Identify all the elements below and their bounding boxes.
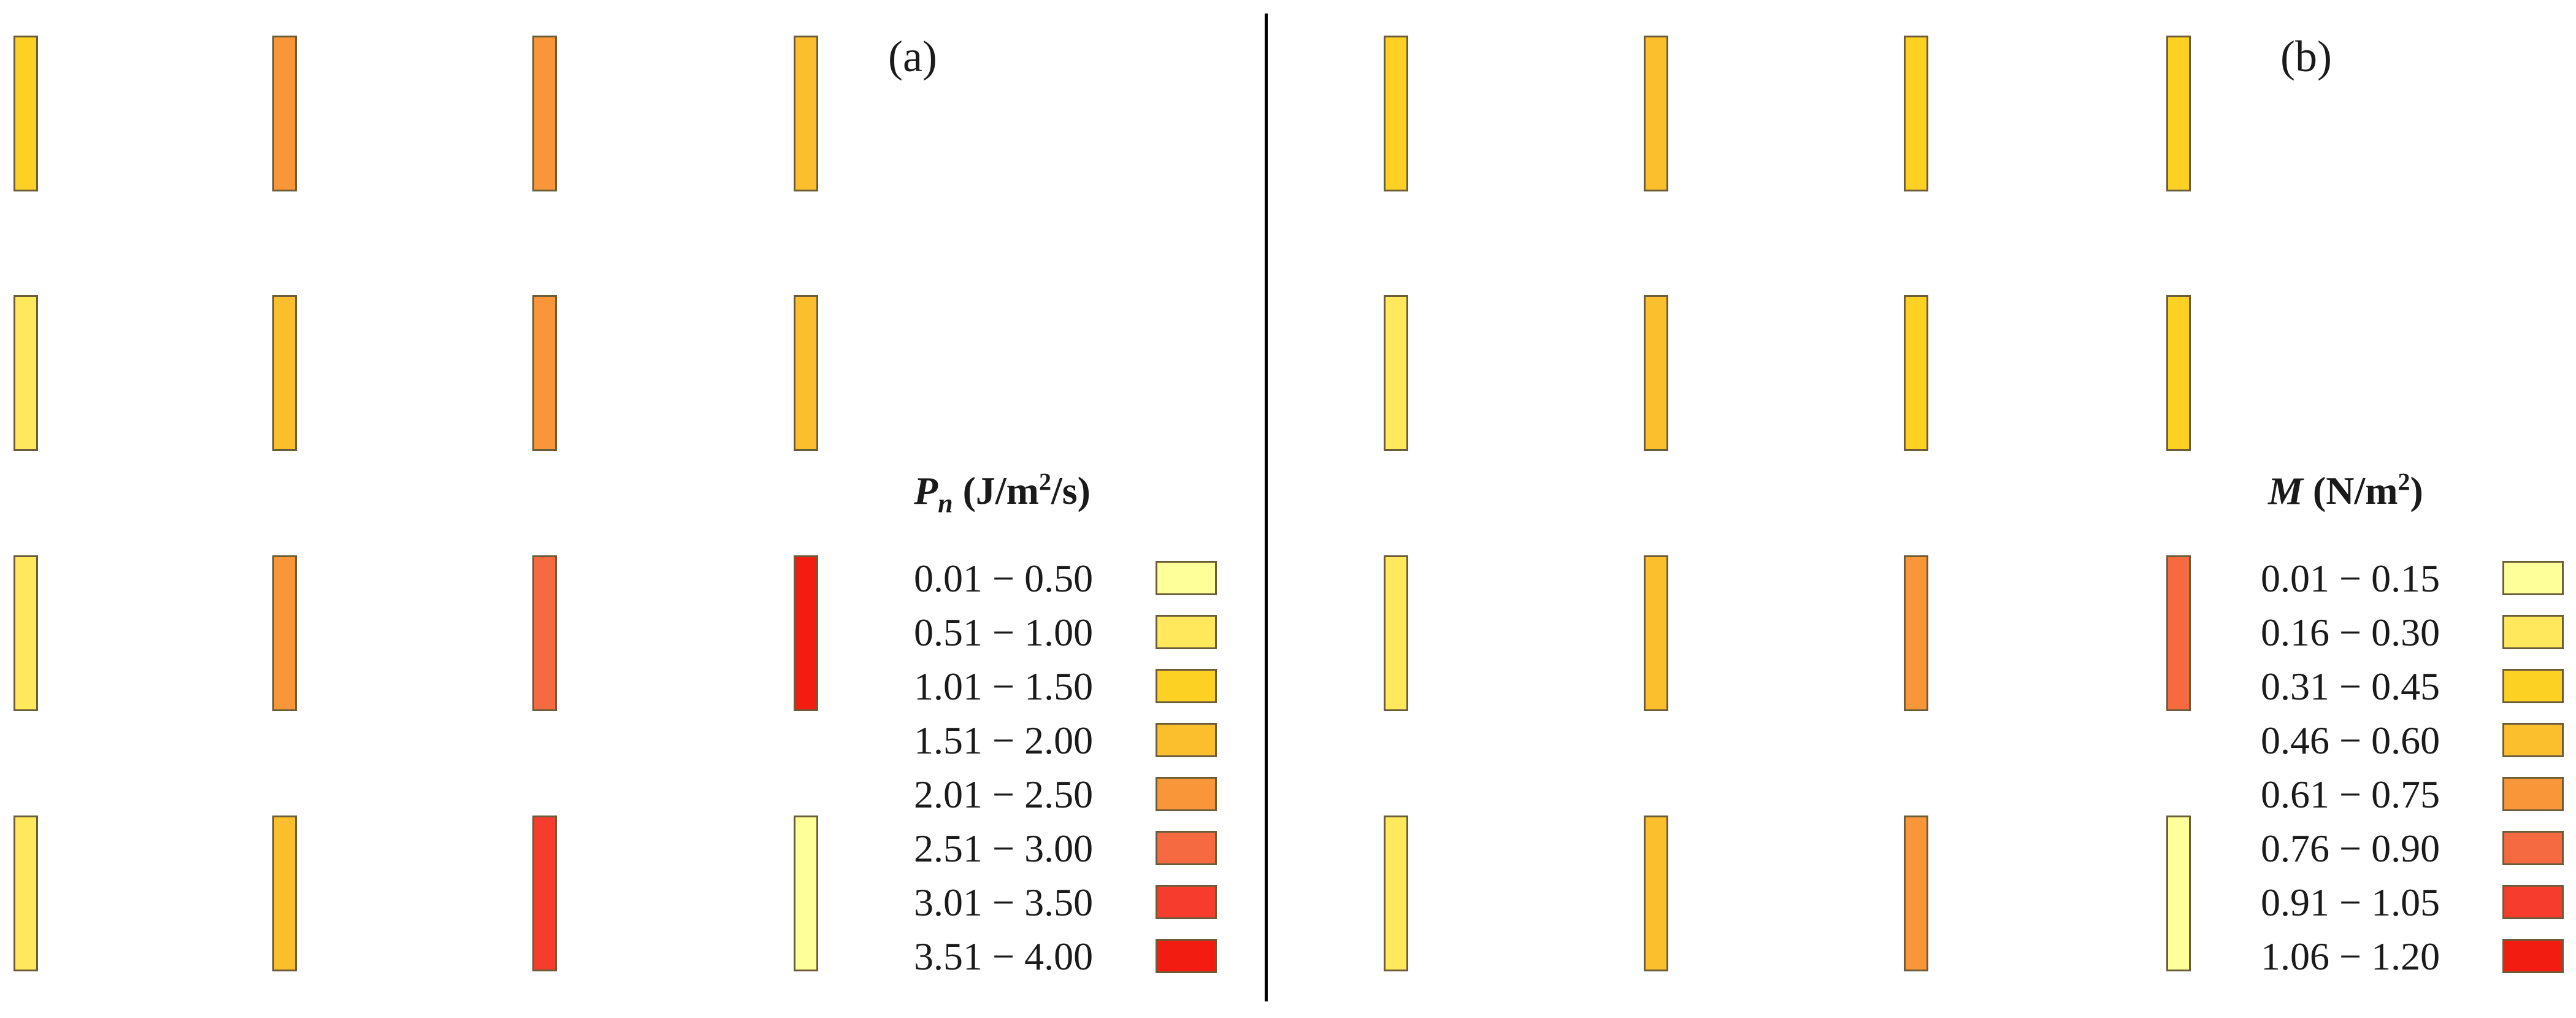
legend-item: 0.61 − 0.75 bbox=[2261, 768, 2576, 822]
legend-swatch bbox=[2502, 885, 2564, 919]
legend-swatch bbox=[1156, 561, 1217, 595]
grid-cell bbox=[794, 295, 818, 451]
grid-cell bbox=[1384, 295, 1408, 451]
legend-item: 0.91 − 1.05 bbox=[2261, 876, 2576, 930]
legend-item: 0.46 − 0.60 bbox=[2261, 714, 2576, 768]
grid-cell bbox=[2166, 555, 2191, 711]
grid-cell bbox=[794, 555, 818, 711]
legend-range-label: 0.46 − 0.60 bbox=[2261, 719, 2440, 762]
legend-swatch bbox=[2502, 939, 2564, 973]
legend-swatch bbox=[2502, 561, 2564, 595]
grid-cell bbox=[272, 295, 297, 451]
legend-range-label: 0.31 − 0.45 bbox=[2261, 665, 2440, 708]
grid-cell bbox=[794, 816, 818, 971]
panel-label: (a) bbox=[888, 32, 937, 81]
legend-item: 2.01 − 2.50 bbox=[914, 768, 1257, 822]
legend-unit: (N/m2) bbox=[2312, 468, 2423, 513]
grid-cell bbox=[1904, 816, 1928, 971]
grid-cell bbox=[272, 36, 297, 191]
legend-range-label: 0.16 − 0.30 bbox=[2261, 611, 2440, 654]
legend-symbol: P bbox=[914, 469, 938, 513]
legend-range-label: 0.61 − 0.75 bbox=[2261, 773, 2440, 816]
legend-swatch bbox=[1156, 939, 1217, 973]
legend-item: 0.31 − 0.45 bbox=[2261, 660, 2576, 714]
legend-item: 0.01 − 0.15 bbox=[2261, 552, 2576, 606]
legend-title: M (N/m2) bbox=[2268, 468, 2423, 519]
legend-item: 3.51 − 4.00 bbox=[914, 930, 1257, 984]
grid-cell bbox=[532, 555, 557, 711]
legend-range-label: 1.01 − 1.50 bbox=[914, 665, 1094, 708]
grid-cell bbox=[2166, 36, 2191, 191]
grid-cell bbox=[1644, 36, 1668, 191]
grid-cell bbox=[1904, 36, 1928, 191]
legend-item: 0.76 − 0.90 bbox=[2261, 822, 2576, 876]
legend-item: 1.06 − 1.20 bbox=[2261, 930, 2576, 984]
grid-cell bbox=[2166, 295, 2191, 451]
grid-cell bbox=[1384, 555, 1408, 711]
legend-range-label: 3.01 − 3.50 bbox=[914, 881, 1094, 924]
legend-unit: (J/m2/s) bbox=[962, 468, 1091, 513]
legend-swatch bbox=[2502, 669, 2564, 703]
grid-cell bbox=[532, 816, 557, 971]
legend-swatch bbox=[1156, 723, 1217, 757]
cell-grid bbox=[0, 0, 1263, 1018]
grid-cell bbox=[1904, 295, 1928, 451]
panel-a: (a) Pn (J/m2/s) 0.01 − 0.50 0.51 − 1.00 1.… bbox=[0, 0, 1263, 1018]
legend-swatch bbox=[2502, 831, 2564, 865]
panel-label: (b) bbox=[2280, 32, 2332, 81]
legend-item: 2.51 − 3.00 bbox=[914, 822, 1257, 876]
panel-divider bbox=[1265, 13, 1268, 1001]
grid-cell bbox=[13, 555, 38, 711]
legend-range-label: 0.01 − 0.50 bbox=[914, 557, 1094, 600]
legend-item: 0.16 − 0.30 bbox=[2261, 606, 2576, 660]
legend-swatch bbox=[2502, 777, 2564, 811]
grid-cell bbox=[1644, 295, 1668, 451]
legend-swatch bbox=[2502, 723, 2564, 757]
legend-item: 0.01 − 0.50 bbox=[914, 552, 1257, 606]
legend-range-label: 2.01 − 2.50 bbox=[914, 773, 1094, 816]
legend-swatch bbox=[1156, 831, 1217, 865]
legend-title: Pn (J/m2/s) bbox=[914, 468, 1091, 519]
cell-grid bbox=[1276, 0, 2576, 1018]
legend-subscript: n bbox=[938, 488, 953, 519]
grid-cell bbox=[13, 816, 38, 971]
grid-cell bbox=[13, 36, 38, 191]
grid-cell bbox=[532, 295, 557, 451]
legend-swatch bbox=[1156, 777, 1217, 811]
legend-swatch bbox=[2502, 615, 2564, 649]
panel-b: (b) M (N/m2) 0.01 − 0.15 0.16 − 0.30 0.31 … bbox=[1276, 0, 2576, 1018]
legend-item: 1.01 − 1.50 bbox=[914, 660, 1257, 714]
legend-item: 3.01 − 3.50 bbox=[914, 876, 1257, 930]
legend-item: 0.51 − 1.00 bbox=[914, 606, 1257, 660]
grid-cell bbox=[2166, 816, 2191, 971]
grid-cell bbox=[1644, 555, 1668, 711]
legend-range-label: 0.51 − 1.00 bbox=[914, 611, 1094, 654]
legend-item: 1.51 − 2.00 bbox=[914, 714, 1257, 768]
legend-swatch bbox=[1156, 669, 1217, 703]
grid-cell bbox=[272, 816, 297, 971]
legend-range-label: 0.01 − 0.15 bbox=[2261, 557, 2440, 600]
legend-range-label: 0.76 − 0.90 bbox=[2261, 827, 2440, 870]
grid-cell bbox=[272, 555, 297, 711]
grid-cell bbox=[794, 36, 818, 191]
legend-swatch bbox=[1156, 615, 1217, 649]
grid-cell bbox=[532, 36, 557, 191]
grid-cell bbox=[1644, 816, 1668, 971]
legend-range-label: 0.91 − 1.05 bbox=[2261, 881, 2440, 924]
legend-range-label: 2.51 − 3.00 bbox=[914, 827, 1094, 870]
legend-range-label: 1.06 − 1.20 bbox=[2261, 935, 2440, 978]
legend-swatch bbox=[1156, 885, 1217, 919]
legend-range-label: 3.51 − 4.00 bbox=[914, 935, 1094, 978]
legend-range-label: 1.51 − 2.00 bbox=[914, 719, 1094, 762]
grid-cell bbox=[1384, 816, 1408, 971]
grid-cell bbox=[1904, 555, 1928, 711]
grid-cell bbox=[13, 295, 38, 451]
grid-cell bbox=[1384, 36, 1408, 191]
legend-symbol: M bbox=[2268, 469, 2303, 513]
